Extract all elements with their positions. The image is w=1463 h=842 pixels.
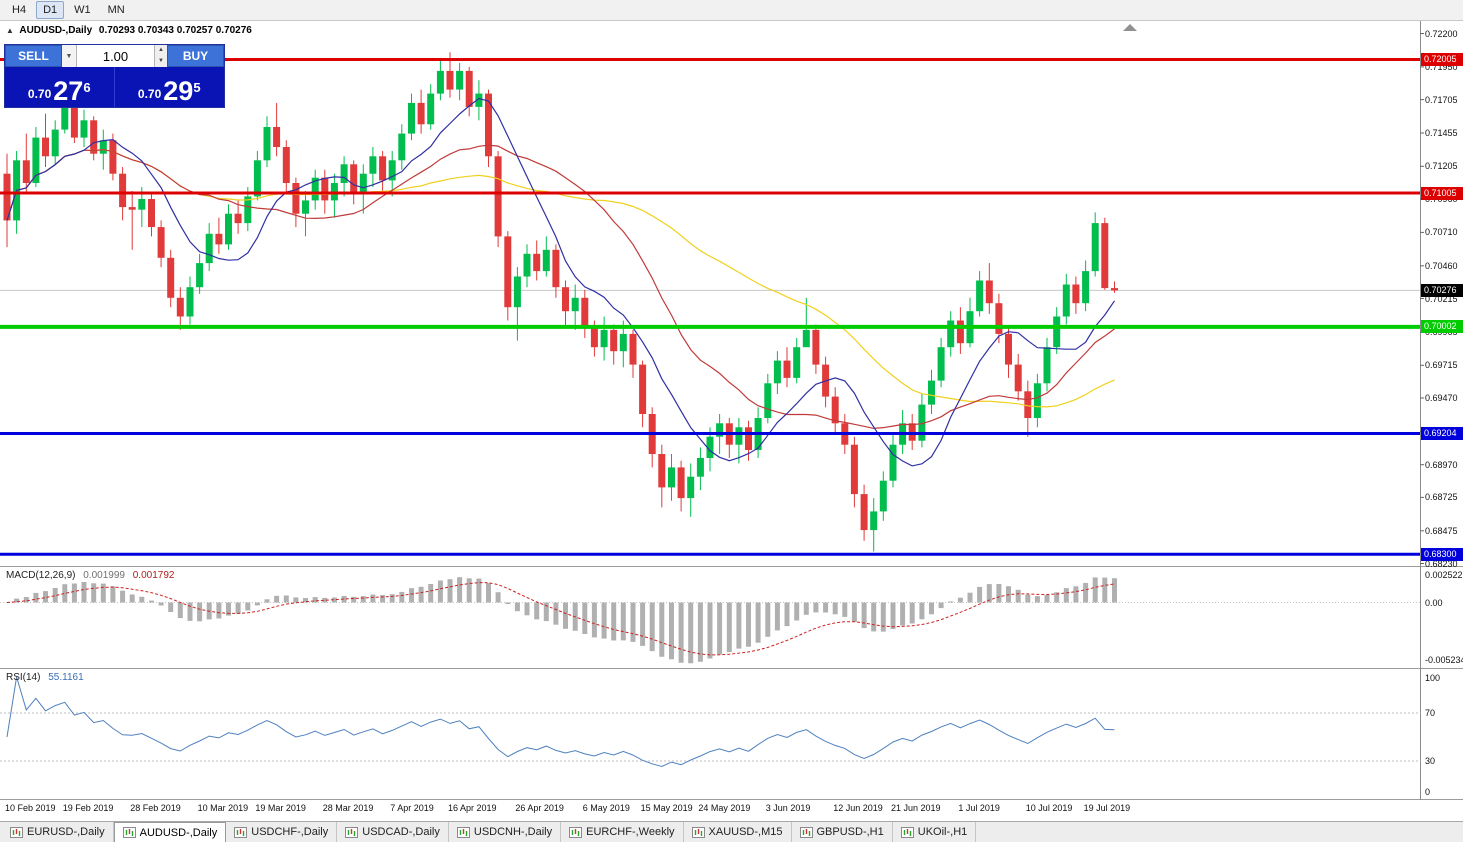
macd-value-signal: 0.001792: [132, 570, 175, 581]
chart-symbol-label: AUDUSD-,Daily: [19, 25, 93, 36]
tab-eurusd-daily[interactable]: EURUSD-,Daily: [2, 822, 114, 842]
chart-tab-icon: [456, 826, 470, 838]
tab-label: EURCHF-,Weekly: [586, 826, 675, 838]
axes-layer: [0, 21, 1463, 800]
spinner-up-icon[interactable]: ▲: [155, 45, 167, 56]
ask-price-main: 0.70: [137, 87, 162, 101]
rsi-label-row: RSI(14) 55.1161: [6, 672, 84, 683]
volume-input[interactable]: 1.00: [77, 45, 154, 67]
candlesticks-layer: [3, 52, 1118, 552]
chart-tab-bar: EURUSD-,Daily AUDUSD-,Daily USDCHF-,Daily U…: [0, 821, 1463, 842]
chart-tab-icon: [122, 827, 136, 838]
timeframe-toolbar: H4 D1 W1 MN: [0, 0, 1463, 21]
tab-xauusd-m15[interactable]: XAUUSD-,M15: [684, 822, 792, 842]
timeframe-button-w1[interactable]: W1: [67, 1, 98, 19]
tab-usdchf-daily[interactable]: USDCHF-,Daily: [226, 822, 338, 842]
tab-eurchf-weekly[interactable]: EURCHF-,Weekly: [561, 822, 684, 842]
volume-dropdown-button[interactable]: ▼: [62, 45, 77, 67]
tab-label: AUDUSD-,Daily: [139, 826, 218, 839]
chart-title: ▲ AUDUSD-,Daily 0.70293 0.70343 0.70257 …: [6, 25, 252, 36]
bid-price: 0.70 27 6: [5, 67, 115, 107]
rsi-layer: [0, 676, 1421, 768]
bid-price-big: 27: [53, 76, 84, 106]
chart-tab-icon: [691, 826, 705, 838]
macd-label-row: MACD(12,26,9) 0.001999 0.001792: [6, 570, 174, 581]
timeframe-button-h4[interactable]: H4: [5, 1, 33, 19]
tab-label: UKOil-,H1: [917, 826, 968, 838]
chevron-down-icon: ▼: [65, 52, 73, 60]
sell-button[interactable]: SELL: [5, 45, 62, 67]
tab-audusd-daily[interactable]: AUDUSD-,Daily: [113, 822, 227, 842]
trade-controls-row: SELL ▼ 1.00 ▲ ▼ BUY: [5, 45, 224, 67]
chart-tab-icon: [900, 826, 914, 838]
bid-price-pip: 6: [83, 80, 91, 95]
chart-shift-marker-icon: [1123, 24, 1137, 31]
timeframe-button-d1[interactable]: D1: [36, 1, 65, 19]
macd-value-main: 0.001999: [83, 570, 125, 581]
tab-label: USDCNH-,Daily: [473, 826, 553, 838]
buy-button[interactable]: BUY: [167, 45, 224, 67]
quote-row: 0.70 27 6 0.70 29 5: [5, 67, 224, 107]
ask-price-big: 29: [163, 76, 194, 106]
macd-indicator-name: MACD(12,26,9): [6, 570, 76, 581]
tab-label: USDCHF-,Daily: [251, 826, 329, 838]
tab-ukoil-h1[interactable]: UKOil-,H1: [893, 822, 977, 842]
bid-price-main: 0.70: [27, 87, 52, 101]
tab-label: EURUSD-,Daily: [27, 826, 105, 838]
volume-spinner: ▲ ▼: [154, 45, 167, 67]
rsi-indicator-name: RSI(14): [6, 672, 41, 683]
chart-tab-icon: [234, 826, 248, 838]
tab-label: USDCAD-,Daily: [362, 826, 440, 838]
tab-usdcnh-daily[interactable]: USDCNH-,Daily: [449, 822, 562, 842]
time-axis[interactable]: [0, 800, 1420, 821]
levels-layer: [0, 58, 1421, 556]
tab-usdcad-daily[interactable]: USDCAD-,Daily: [337, 822, 449, 842]
tab-label: GBPUSD-,H1: [816, 826, 884, 838]
chart-ohlc-values: 0.70293 0.70343 0.70257 0.70276: [98, 25, 252, 36]
one-click-toggle-icon[interactable]: ▲: [6, 26, 14, 35]
tab-label: XAUUSD-,M15: [708, 826, 783, 838]
spinner-down-icon[interactable]: ▼: [155, 56, 167, 67]
macd-layer: [0, 577, 1421, 664]
price-axis[interactable]: [1421, 21, 1463, 800]
one-click-trading-panel: SELL ▼ 1.00 ▲ ▼ BUY 0.70 27 6 0.70 29 5: [4, 44, 225, 108]
chart-tab-icon: [345, 826, 359, 838]
chart-tab-icon: [799, 826, 813, 838]
rsi-value: 55.1161: [48, 672, 84, 683]
chart-tab-icon: [569, 826, 583, 838]
ask-price-pip: 5: [193, 80, 201, 95]
tab-gbpusd-h1[interactable]: GBPUSD-,H1: [792, 822, 893, 842]
timeframe-button-mn[interactable]: MN: [101, 1, 132, 19]
ask-price: 0.70 29 5: [115, 67, 225, 107]
chart-tab-icon: [10, 826, 23, 838]
